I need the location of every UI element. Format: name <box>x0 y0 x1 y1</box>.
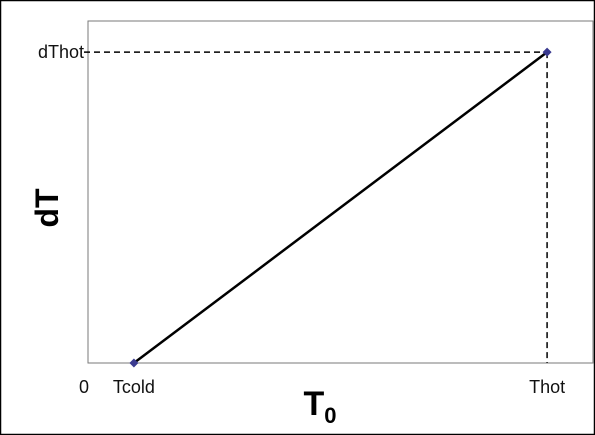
data-point-marker-1 <box>542 47 552 57</box>
x-axis-title-subscript: 0 <box>324 403 336 428</box>
plot-area <box>87 20 594 364</box>
data-point-marker-0 <box>129 358 139 368</box>
x-tick-label-thot: Thot <box>529 377 565 397</box>
x-axis-title: T0 <box>303 385 336 428</box>
series-line <box>133 51 548 364</box>
x-axis-title-main: T <box>303 385 324 423</box>
markers <box>129 47 552 368</box>
x-tick-label-tcold: Tcold <box>113 377 155 397</box>
x-tick-label-zero: 0 <box>79 377 89 397</box>
y-tick-label-dthot: dThot <box>38 42 84 62</box>
y-axis-title: dT <box>29 188 65 228</box>
